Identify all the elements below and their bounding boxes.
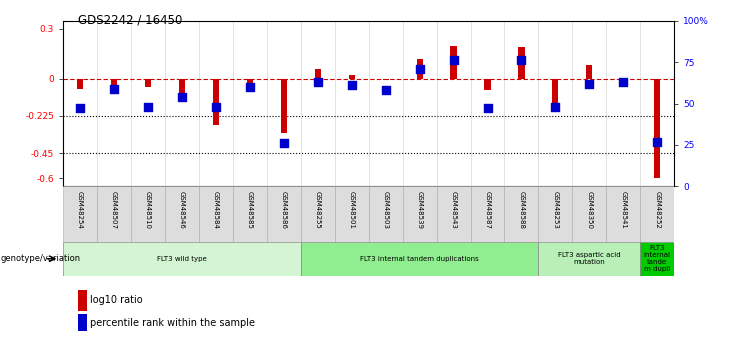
Text: GDS2242 / 16450: GDS2242 / 16450	[78, 14, 182, 27]
Bar	[144, 79, 151, 87]
Text: GSM48588: GSM48588	[519, 191, 525, 229]
Bar	[654, 79, 660, 178]
Point	[244, 84, 256, 90]
Bar	[199, 186, 233, 242]
Bar	[301, 186, 335, 242]
Bar	[233, 186, 267, 242]
Text: GSM48253: GSM48253	[553, 191, 559, 229]
Text: GSM48252: GSM48252	[654, 191, 660, 228]
Point	[278, 140, 290, 146]
Bar	[368, 186, 402, 242]
Bar	[620, 79, 626, 82]
Bar	[315, 69, 321, 79]
Point	[651, 139, 663, 144]
Bar	[539, 241, 640, 276]
Bar	[247, 79, 253, 85]
Bar	[97, 186, 131, 242]
Bar	[165, 186, 199, 242]
Text: GSM48586: GSM48586	[281, 191, 287, 229]
Text: GSM48254: GSM48254	[77, 191, 83, 228]
Text: FLT3 wild type: FLT3 wild type	[157, 256, 207, 262]
Bar	[111, 79, 117, 85]
Point	[379, 88, 391, 93]
Point	[482, 106, 494, 111]
Bar	[77, 79, 83, 89]
Text: GSM48503: GSM48503	[382, 191, 388, 229]
Bar	[335, 186, 368, 242]
Point	[550, 104, 562, 110]
Bar	[382, 79, 389, 80]
Bar	[436, 186, 471, 242]
Text: FLT3 aspartic acid
mutation: FLT3 aspartic acid mutation	[558, 252, 621, 265]
Text: GSM48255: GSM48255	[315, 191, 321, 228]
Text: log10 ratio: log10 ratio	[90, 295, 142, 305]
Point	[210, 104, 222, 110]
Point	[617, 79, 629, 85]
Bar	[348, 75, 355, 79]
Bar	[606, 186, 640, 242]
Text: GSM48501: GSM48501	[349, 191, 355, 229]
Text: GSM48585: GSM48585	[247, 191, 253, 229]
Bar	[416, 59, 422, 79]
Bar	[451, 46, 456, 79]
Text: GSM48584: GSM48584	[213, 191, 219, 229]
Bar	[572, 186, 606, 242]
Bar	[267, 186, 301, 242]
Text: GSM48507: GSM48507	[111, 191, 117, 229]
Bar	[471, 186, 505, 242]
Bar	[640, 241, 674, 276]
Text: percentile rank within the sample: percentile rank within the sample	[90, 318, 255, 327]
Point	[448, 58, 459, 63]
Bar	[402, 186, 436, 242]
Bar	[539, 186, 572, 242]
Point	[516, 58, 528, 63]
Bar	[586, 66, 593, 79]
Text: FLT3
internal
tande
m dupli: FLT3 internal tande m dupli	[644, 245, 671, 272]
Point	[312, 79, 324, 85]
Bar	[63, 186, 97, 242]
Bar	[640, 186, 674, 242]
Point	[346, 82, 358, 88]
Point	[74, 106, 86, 111]
Bar	[213, 79, 219, 125]
Bar	[63, 241, 301, 276]
Text: GSM48541: GSM48541	[620, 191, 626, 229]
Bar	[485, 79, 491, 90]
Point	[176, 94, 187, 100]
Text: GSM48510: GSM48510	[145, 191, 151, 229]
Bar	[281, 79, 287, 133]
Text: FLT3 internal tandem duplications: FLT3 internal tandem duplications	[360, 256, 479, 262]
Bar	[301, 241, 539, 276]
Text: GSM48350: GSM48350	[586, 191, 592, 229]
Bar	[552, 79, 559, 103]
Point	[108, 86, 120, 91]
Text: GSM48587: GSM48587	[485, 191, 491, 229]
Bar	[519, 47, 525, 79]
Point	[413, 66, 425, 71]
Point	[583, 81, 595, 86]
Text: GSM48539: GSM48539	[416, 191, 422, 229]
Text: GSM48546: GSM48546	[179, 191, 185, 229]
Bar	[505, 186, 539, 242]
Text: genotype/variation: genotype/variation	[1, 254, 81, 263]
Text: GSM48543: GSM48543	[451, 191, 456, 229]
Bar	[131, 186, 165, 242]
Bar	[179, 79, 185, 100]
Point	[142, 104, 154, 110]
